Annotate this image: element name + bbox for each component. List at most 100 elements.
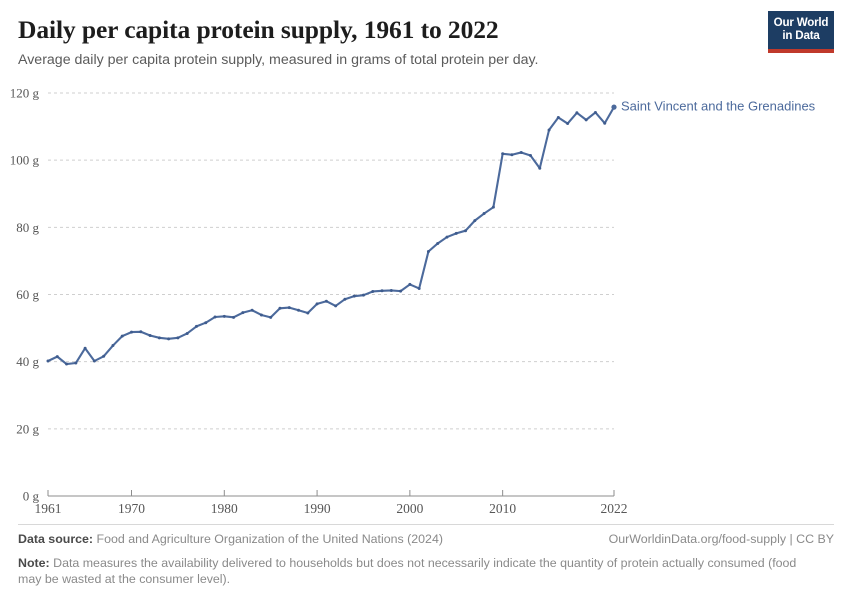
data-source-text: Food and Agriculture Organization of the… (96, 532, 443, 546)
series-data-point (222, 314, 226, 318)
series-data-point (408, 282, 412, 286)
series-data-point (167, 337, 171, 341)
x-tick-label: 2010 (489, 501, 516, 516)
chart-subtitle: Average daily per capita protein supply,… (18, 51, 539, 68)
series-data-point (426, 250, 430, 254)
series-data-point (83, 346, 87, 350)
series-data-point (538, 166, 542, 170)
series-data-point (436, 241, 440, 245)
data-series (46, 105, 616, 366)
series-data-point (278, 306, 282, 310)
series-data-point (241, 311, 245, 315)
series-data-point (584, 118, 588, 122)
y-tick-label: 100 g (10, 153, 40, 168)
chart-footer: Data source: Food and Agriculture Organi… (18, 524, 834, 588)
series-data-point (213, 315, 217, 319)
chart-note: Note: Data measures the availability del… (18, 555, 808, 588)
grid-lines (48, 92, 614, 430)
series-data-point (259, 313, 263, 317)
series-data-point (92, 359, 96, 363)
series-data-point (139, 330, 143, 334)
x-tick-label: 1961 (35, 501, 62, 516)
y-tick-label: 20 g (16, 421, 39, 436)
series-data-point (157, 336, 161, 340)
series-data-point (417, 286, 421, 290)
x-tick-label: 2022 (601, 501, 628, 516)
series-data-point (102, 354, 106, 358)
series-data-point (324, 299, 328, 303)
y-tick-label: 120 g (10, 86, 40, 101)
series-data-point (306, 311, 310, 315)
series-data-point (55, 355, 59, 359)
series-data-point (185, 331, 189, 335)
series-data-point (528, 153, 532, 157)
series-data-point (399, 289, 403, 293)
series-data-point (46, 359, 50, 363)
series-data-point (603, 121, 607, 125)
series-data-point (473, 219, 477, 223)
series-data-point (519, 150, 523, 154)
series-data-point (556, 116, 560, 120)
series-data-point (287, 306, 291, 310)
chart-header: Daily per capita protein supply, 1961 to… (18, 10, 832, 69)
series-data-point (464, 229, 468, 233)
series-label[interactable]: Saint Vincent and the Grenadines (621, 99, 816, 114)
chart-plot-area: 0 g 20 g 40 g 60 g 80 g 100 g 120 g 1961 1970 19… (0, 78, 850, 518)
series-data-point (482, 212, 486, 216)
owid-link[interactable]: OurWorldinData.org/food-supply | CC BY (608, 532, 834, 546)
series-data-point (232, 315, 236, 319)
owid-logo-line1: Our World (773, 16, 829, 30)
series-data-point (176, 336, 180, 340)
series-data-point (352, 294, 356, 298)
series-data-point (454, 231, 458, 235)
owid-logo-line2: in Data (782, 29, 820, 42)
series-data-point (297, 308, 301, 312)
series-data-point (566, 122, 570, 126)
series-data-point (445, 235, 449, 239)
x-tick-label: 1980 (211, 501, 238, 516)
y-tick-label: 80 g (16, 220, 39, 235)
x-tick-label: 1970 (118, 501, 145, 516)
y-tick-label: 40 g (16, 354, 39, 369)
series-data-point (74, 361, 78, 365)
series-data-point (65, 362, 69, 366)
x-tick-label: 1990 (304, 501, 331, 516)
series-data-point (593, 110, 597, 114)
series-data-point (343, 297, 347, 301)
series-data-point (491, 205, 495, 209)
series-endpoint-marker (611, 104, 617, 110)
series-data-point (501, 152, 505, 156)
data-source: Data source: Food and Agriculture Organi… (18, 532, 443, 546)
y-tick-label: 60 g (16, 287, 39, 302)
series-data-point (380, 289, 384, 293)
series-data-point (194, 324, 198, 328)
owid-logo[interactable]: Our World in Data (768, 11, 834, 53)
y-axis-labels: 0 g 20 g 40 g 60 g 80 g 100 g 120 g (10, 86, 40, 504)
series-data-point (547, 128, 551, 132)
series-data-point (250, 308, 254, 312)
footer-divider (18, 524, 834, 525)
footer-source-row: Data source: Food and Agriculture Organi… (18, 532, 834, 546)
series-data-point (120, 334, 124, 338)
series-data-point (148, 333, 152, 337)
series-data-point (204, 321, 208, 325)
series-data-point (361, 293, 365, 297)
series-data-point (269, 315, 273, 319)
data-source-label: Data source: (18, 532, 94, 546)
y-tick-label: 0 g (23, 489, 40, 504)
chart-note-text: Data measures the availability delivered… (18, 556, 797, 587)
chart-note-label: Note: (18, 556, 50, 570)
page-title: Daily per capita protein supply, 1961 to… (18, 15, 499, 44)
series-data-point (371, 289, 375, 293)
series-data-point (130, 330, 134, 334)
series-data-point (334, 304, 338, 308)
x-tick-label: 2000 (396, 501, 423, 516)
series-line (46, 106, 616, 366)
series-data-point (111, 344, 115, 348)
series-data-point (389, 288, 393, 292)
x-axis: 1961 1970 1980 1990 2000 2010 2022 (35, 490, 628, 516)
series-data-point (575, 111, 579, 115)
series-data-point (510, 153, 514, 157)
